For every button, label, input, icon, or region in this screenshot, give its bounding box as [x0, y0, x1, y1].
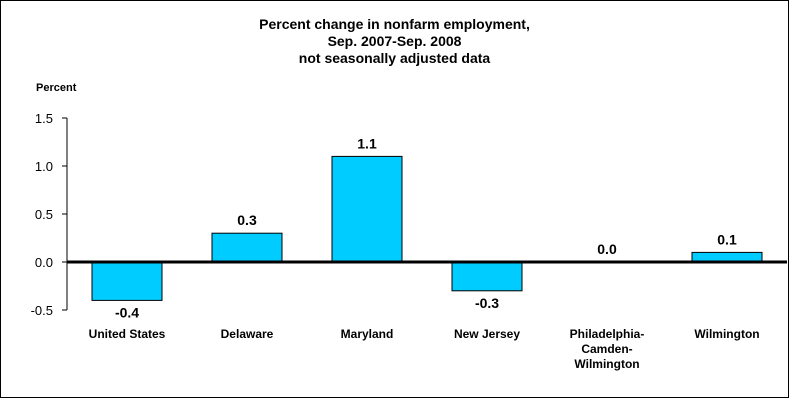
bar	[91, 261, 163, 301]
y-tick-label: 1.0	[35, 159, 53, 174]
category-label: Maryland	[341, 327, 394, 341]
y-axis-label: Percent	[36, 82, 77, 94]
category-label: Philadelphia-	[570, 327, 645, 341]
category-label: Delaware	[221, 327, 274, 341]
data-label: 0.3	[237, 212, 257, 228]
category-label: Camden-	[581, 342, 632, 356]
y-tick-label: 1.5	[35, 111, 53, 126]
chart-title-line-2: Sep. 2007-Sep. 2008	[327, 33, 462, 49]
chart-title-line-3: not seasonally adjusted data	[298, 50, 491, 66]
bar	[211, 232, 283, 263]
y-tick-label: -0.5	[31, 303, 53, 318]
y-tick-label: 0.0	[35, 255, 53, 270]
y-tick-label: 0.5	[35, 207, 53, 222]
category-label: New Jersey	[454, 327, 520, 341]
bar	[331, 155, 403, 263]
data-label: 0.0	[597, 241, 617, 257]
category-label: Wilmington	[694, 327, 759, 341]
bar	[451, 261, 523, 292]
data-label: 0.1	[717, 231, 737, 247]
data-label: -0.4	[115, 304, 139, 320]
data-label: 1.1	[357, 135, 377, 151]
category-label: Wilmington	[574, 357, 639, 371]
chart-title-line-1: Percent change in nonfarm employment,	[259, 16, 530, 32]
data-label: -0.3	[475, 295, 499, 311]
category-label: United States	[89, 327, 166, 341]
